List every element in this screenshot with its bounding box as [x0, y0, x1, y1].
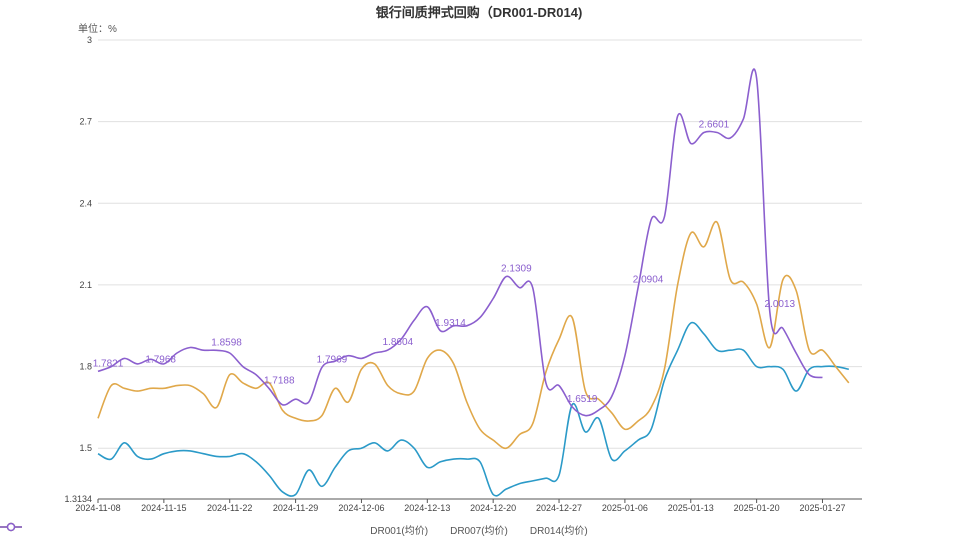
data-label: 1.6519: [567, 394, 598, 405]
y-tick-label: 1.5: [79, 443, 92, 453]
y-tick-label: 2.4: [79, 198, 92, 208]
series-line-DR007(均价): [97, 220, 850, 450]
x-tick-label: 2024-12-20: [470, 503, 516, 513]
series-lines: [97, 68, 850, 497]
legend: DR001(均价) DR007(均价) DR014(均价): [0, 522, 958, 537]
legend-label: DR014(均价): [529, 526, 588, 537]
data-label: 1.7968: [145, 354, 176, 365]
data-label: 1.8604: [382, 337, 413, 348]
x-tick-label: 2025-01-13: [668, 503, 714, 513]
x-tick-label: 2024-11-29: [273, 503, 318, 513]
x-tick-label: 2024-12-27: [536, 503, 582, 513]
chart-title: 银行间质押式回购（DR001-DR014): [375, 5, 583, 20]
y-tick-label: 2.1: [79, 280, 92, 290]
data-label: 1.7188: [264, 376, 295, 387]
data-label: 1.9314: [435, 318, 466, 329]
y-tick-label: 3: [87, 35, 92, 45]
series-line-DR014(均价): [97, 68, 823, 417]
x-tick-label: 2025-01-20: [734, 503, 780, 513]
legend-item[interactable]: DR014(均价): [0, 522, 588, 537]
y-tick-label: 1.3134: [64, 494, 92, 504]
legend-item[interactable]: DR001(均价): [0, 522, 429, 537]
x-tick-label: 2025-01-27: [799, 503, 845, 513]
legend-item[interactable]: DR007(均价): [0, 522, 508, 537]
y-tick-label: 2.7: [79, 117, 92, 127]
data-label: 2.0013: [764, 299, 795, 310]
x-tick-label: 2024-12-13: [404, 503, 450, 513]
x-tick-label: 2024-11-08: [75, 503, 120, 513]
data-label: 1.8598: [211, 337, 242, 348]
x-tick-label: 2024-11-15: [141, 503, 186, 513]
unit-label: 单位：%: [78, 24, 117, 35]
x-tick-label: 2025-01-06: [602, 503, 648, 513]
legend-symbol-icon: [0, 522, 22, 532]
grid-lines: [98, 39, 862, 500]
data-label: 2.1309: [501, 264, 532, 275]
series-line-DR001(均价): [97, 321, 849, 497]
data-label: 1.7821: [93, 358, 124, 369]
y-tick-label: 1.8: [79, 362, 92, 372]
data-label: 2.0904: [633, 275, 664, 286]
data-label: 1.7969: [317, 354, 348, 365]
legend-label: DR001(均价): [370, 526, 429, 537]
data-labels: 1.7821 1.7968 1.8598 1.7188 1.7969 1.8604 1.93…: [93, 120, 796, 405]
data-label: 2.6601: [699, 120, 730, 131]
x-tick-label: 2024-11-22: [207, 503, 252, 513]
axes: 1.3134 1.5 1.8 2.1 2.4 2.7 3 2024-11-08 2024-11-…: [64, 35, 845, 513]
x-tick-label: 2024-12-06: [338, 503, 384, 513]
legend-label: DR007(均价): [450, 526, 508, 537]
